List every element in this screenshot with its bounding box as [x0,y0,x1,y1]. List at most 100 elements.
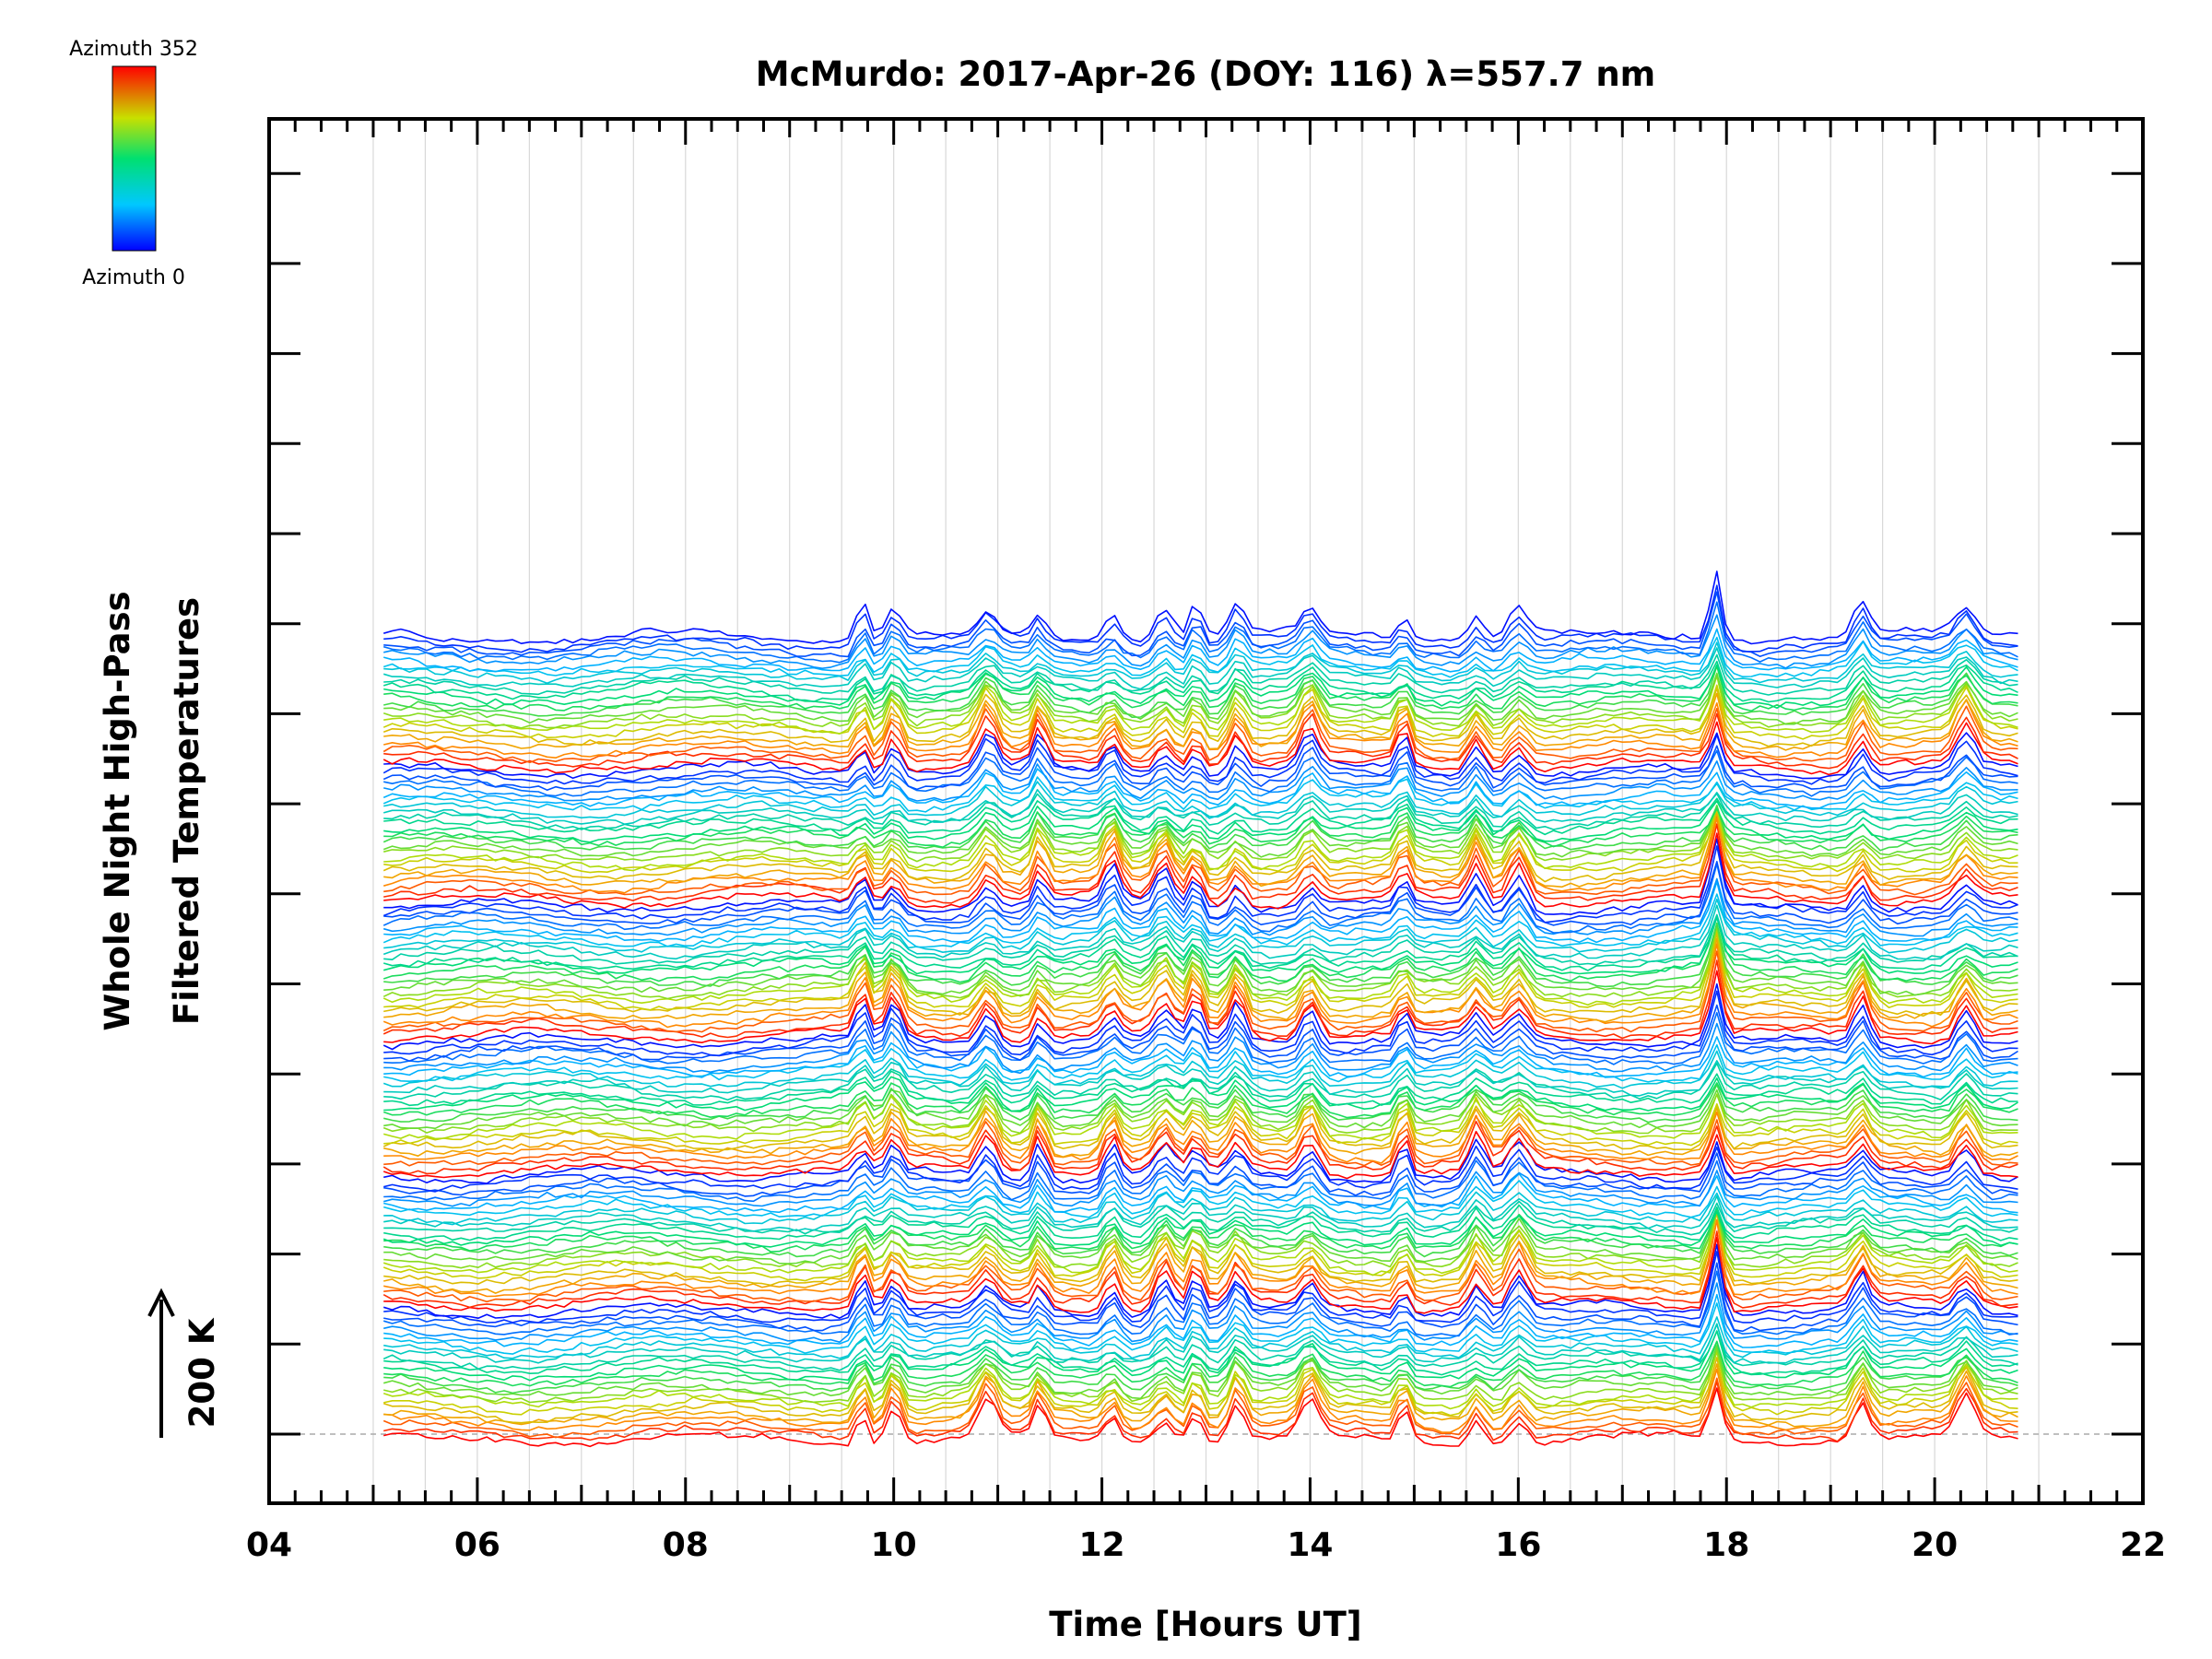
series-line [382,684,2018,740]
x-tick-label: 12 [1079,1526,1125,1564]
series-line [382,1170,2018,1207]
chart-title: McMurdo: 2017-Apr-26 (DOY: 116) λ=557.7 … [756,54,1655,94]
series-line [382,959,2018,1040]
series-line [383,675,2018,735]
series-line [383,838,2018,916]
series-line [383,1293,2018,1348]
y-axis-title-line2: Filtered Temperatures [167,597,206,1025]
series-line [383,1060,2018,1097]
series-line [383,990,2018,1057]
series-line [383,1218,2018,1303]
series-line [383,641,2018,685]
series-line [382,674,2018,729]
series-line [382,804,2018,858]
series-line [382,893,2018,948]
scale-arrow-head [147,1288,175,1317]
series-line [383,922,2018,988]
series-line [383,806,2018,872]
series-line [383,913,2018,966]
series-line [383,1062,2018,1101]
series-line [383,1208,2018,1269]
colorbar-legend: Azimuth 352 Azimuth 0 [69,38,198,289]
series-line [383,927,2018,1011]
series-line [382,734,2018,785]
series-line [382,721,2018,776]
series-line [383,797,2018,836]
series-line [382,817,2018,894]
series-line [383,749,2018,797]
series-line [383,1210,2018,1253]
series-line [382,1243,2018,1319]
series-line [383,1282,2018,1343]
series-line [382,1350,2018,1410]
series-line [383,1159,2018,1203]
series-line [382,647,2018,690]
series-line [382,1093,2018,1140]
series-line [382,1130,2018,1180]
series-line [383,1251,2018,1324]
series-line [382,1209,2018,1277]
series-line [383,1363,2018,1428]
series-line [382,924,2018,1006]
series-line [383,1022,2018,1075]
x-tick-label: 14 [1287,1526,1333,1564]
series-line [382,925,2018,1000]
series-line [383,1330,2018,1376]
series-line [383,653,2018,696]
series-line [383,880,2018,944]
series-line [382,1050,2018,1089]
series-line [383,1145,2018,1193]
scale-label: 200 K [182,1317,222,1428]
x-tick-label: 18 [1703,1526,1749,1564]
series-line [383,1387,2018,1448]
series-line [383,860,2018,926]
series-line [383,823,2018,904]
series-line [383,699,2018,759]
series-line [383,832,2018,910]
series-line [383,793,2018,830]
series-line [382,863,2018,934]
series-line [382,1210,2018,1248]
series-line [383,812,2018,888]
series-line [382,628,2018,673]
series-line [382,915,2018,975]
series-line [383,1210,2018,1265]
series-line [383,1350,2018,1417]
colorbar-top-label: Azimuth 352 [69,38,198,61]
series-line [383,614,2018,670]
x-tick-label: 04 [246,1526,292,1564]
series-line [383,1210,2018,1287]
series-lines [382,571,2018,1448]
y-axis-title-line1: Whole Night High-Pass [98,591,137,1030]
series-line [382,1105,2018,1151]
series-line [382,687,2018,747]
series-line [382,806,2018,883]
series-line [383,800,2018,843]
series-line [383,759,2018,802]
series-line [383,1004,2018,1063]
series-line [382,571,2018,645]
x-tick-label: 22 [2120,1526,2166,1564]
series-line [382,1345,2018,1400]
series-line [383,584,2018,653]
series-line [382,915,2018,983]
series-line [383,665,2018,712]
series-line [383,1191,2018,1226]
series-line [383,807,2018,849]
series-line [383,1138,2018,1184]
series-line [383,1200,2018,1236]
series-line [383,1262,2018,1333]
series-line [383,923,2018,996]
series-line [383,932,2018,1018]
series-line [383,732,2018,780]
series-line [382,1093,2018,1135]
series-line [383,1204,2018,1241]
series-line [382,943,2018,1029]
series-line [383,1302,2018,1355]
series-line [382,1357,2018,1424]
grid-lines [372,119,2040,1503]
series-line [383,1172,2018,1214]
series-line [382,805,2018,852]
series-line [382,1082,2018,1119]
x-tick-label: 08 [663,1526,709,1564]
